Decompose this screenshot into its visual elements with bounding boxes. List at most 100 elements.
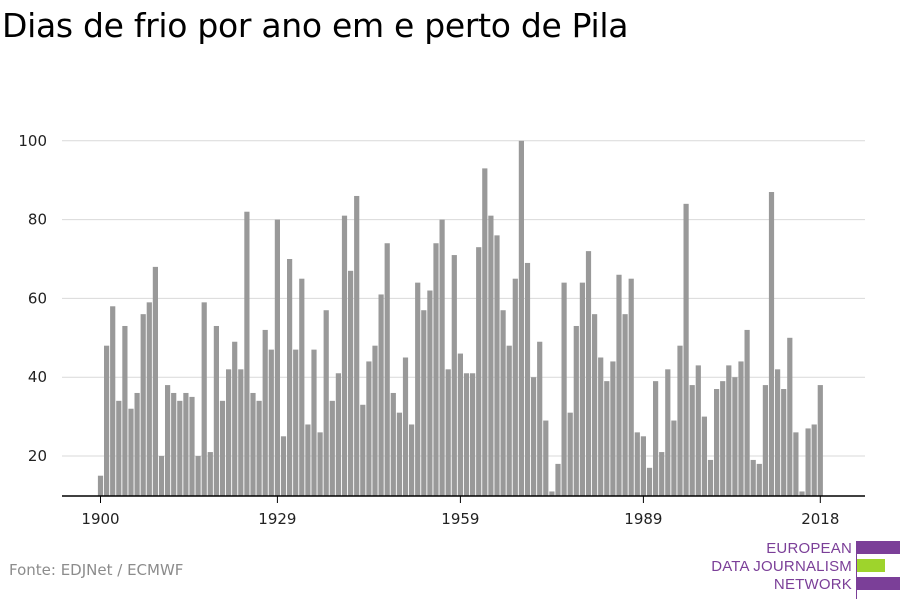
bar-1981 (592, 314, 598, 496)
bar-1965 (494, 235, 500, 497)
bar-1951 (409, 424, 415, 496)
bar-1955 (433, 243, 439, 496)
bar-1904 (122, 325, 128, 496)
bar-1959 (457, 353, 463, 496)
bar-1930 (280, 436, 287, 496)
bar-1901 (104, 345, 110, 496)
bar-1909 (152, 266, 158, 496)
bar-1976 (561, 282, 567, 496)
bar-1987 (628, 278, 634, 496)
bar-1941 (348, 270, 354, 496)
bar-1934 (305, 424, 311, 496)
bar-1966 (500, 310, 506, 496)
bar-1970 (524, 262, 531, 496)
bar-2004 (732, 377, 738, 496)
bar-1944 (366, 361, 372, 496)
bar-chart: 20 40 60 80 100 1900 1929 1959 1989 2018 (18, 132, 865, 528)
bar-1949 (396, 412, 402, 496)
x-tick-label: 1900 (81, 510, 119, 528)
logo-bar-middle (857, 559, 885, 572)
bar-1957 (445, 369, 451, 496)
bar-1964 (488, 215, 494, 496)
logo-bar-bottom (857, 577, 900, 590)
bar-1939 (335, 373, 341, 496)
bar-1953 (421, 310, 427, 496)
bar-1997 (689, 385, 695, 496)
bar-1918 (207, 452, 213, 496)
bar-1948 (390, 392, 396, 496)
bar-1982 (598, 357, 604, 496)
bar-1900 (97, 475, 104, 496)
bar-2009 (762, 385, 768, 496)
bar-1919 (213, 325, 219, 496)
logo-line-3: NETWORK (773, 576, 852, 593)
bar-1950 (402, 357, 409, 496)
bar-1936 (317, 432, 323, 496)
bar-1986 (622, 314, 628, 496)
bar-1907 (140, 314, 146, 496)
source-note: Fonte: EDJNet / ECMWF (9, 561, 184, 579)
bar-2006 (744, 329, 750, 496)
bar-1978 (573, 325, 579, 496)
bar-1906 (134, 392, 140, 496)
bar-1940 (341, 215, 348, 496)
bar-2000 (707, 459, 714, 496)
bar-1960 (463, 373, 470, 496)
bar-1980 (585, 251, 592, 496)
logo-line-1: EUROPEAN (766, 540, 852, 557)
bar-2011 (775, 369, 781, 496)
x-tick-label: 1959 (441, 510, 479, 528)
bar-1972 (537, 341, 543, 496)
bar-1969 (518, 140, 524, 497)
bar-1945 (372, 345, 378, 496)
y-tick-label: 80 (28, 211, 47, 229)
bar-1928 (268, 349, 274, 496)
bar-1991 (653, 381, 659, 496)
y-tick-label: 20 (28, 447, 47, 465)
bar-1915 (189, 396, 195, 496)
logo-line-2: DATA JOURNALISM (711, 558, 852, 575)
bar-1926 (256, 400, 262, 496)
bar-1990 (646, 467, 653, 496)
bar-1933 (299, 278, 305, 496)
bar-1902 (110, 306, 116, 496)
bar-1927 (262, 329, 268, 496)
bar-1994 (671, 420, 677, 496)
bar-1903 (116, 400, 122, 496)
bar-1916 (195, 456, 201, 496)
bar-2014 (793, 432, 799, 496)
bar-1967 (506, 345, 512, 496)
bar-1914 (183, 392, 189, 496)
bar-1989 (640, 436, 646, 496)
bar-1971 (531, 377, 537, 496)
edjnet-logo: EUROPEAN DATA JOURNALISM NETWORK (700, 541, 900, 599)
bar-1975 (555, 463, 561, 496)
bar-1925 (250, 392, 256, 496)
bar-1979 (579, 282, 585, 496)
bar-1947 (384, 243, 390, 496)
bar-1935 (311, 349, 317, 496)
x-tick-label: 2018 (801, 510, 839, 528)
bar-1921 (226, 369, 232, 496)
bar-2016 (805, 428, 811, 496)
bar-1974 (549, 491, 555, 496)
bar-2007 (750, 459, 756, 496)
bar-1913 (177, 400, 183, 496)
bar-1999 (701, 416, 707, 496)
bar-1922 (232, 341, 238, 496)
y-tick-label: 60 (28, 289, 47, 307)
bar-2018 (817, 385, 823, 496)
bar-2002 (720, 381, 726, 496)
x-tick-label: 1929 (258, 510, 296, 528)
bar-1943 (360, 404, 366, 496)
logo-divider (856, 541, 857, 599)
bar-2005 (738, 361, 744, 496)
bar-1992 (659, 452, 665, 496)
bar-1911 (165, 385, 171, 496)
bar-1968 (512, 278, 518, 496)
bar-1963 (482, 168, 488, 496)
bar-1942 (354, 195, 360, 496)
bar-1924 (244, 211, 250, 496)
bar-1929 (274, 219, 280, 496)
bar-1983 (604, 381, 610, 496)
